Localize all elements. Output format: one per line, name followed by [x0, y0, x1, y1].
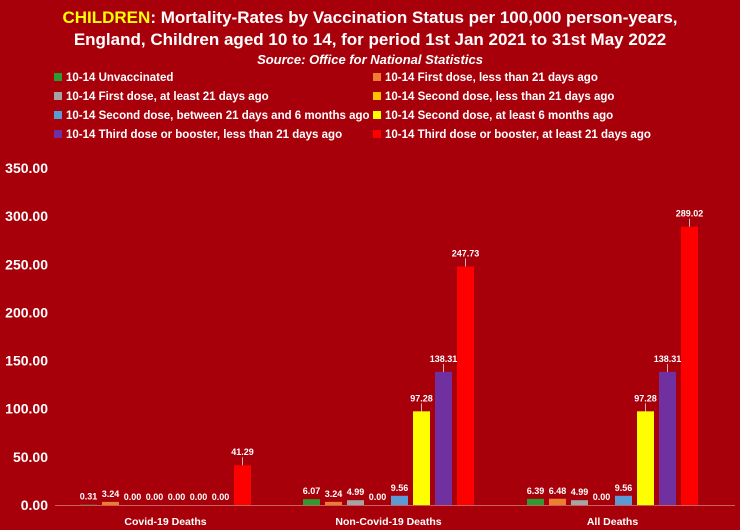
y-tick-label: 150.00 — [5, 353, 48, 369]
data-label: 247.73 — [452, 248, 480, 258]
chart-subtitle: Source: Office for National Statistics — [257, 52, 483, 67]
y-tick-label: 250.00 — [5, 256, 48, 272]
bar — [681, 226, 698, 505]
bar — [347, 500, 364, 505]
bar — [549, 498, 566, 505]
y-tick-label: 0.00 — [21, 497, 48, 513]
legend-item: 10-14 Unvaccinated — [54, 71, 173, 85]
chart-title-line-1: CHILDREN: Mortality-Rates by Vaccination… — [0, 8, 740, 28]
data-label: 6.39 — [527, 486, 545, 496]
bar — [527, 498, 544, 505]
legend-swatch — [373, 73, 381, 81]
data-label: 0.00 — [593, 492, 611, 502]
legend-item: 10-14 First dose, less than 21 days ago — [373, 71, 598, 85]
legend-swatch — [54, 130, 62, 138]
chart-title-line-2: England, Children aged 10 to 14, for per… — [73, 30, 667, 49]
data-label: 138.31 — [430, 354, 458, 364]
category-label: Non-Covid-19 Deaths — [335, 516, 441, 528]
data-label: 0.00 — [212, 492, 230, 502]
chart-title-highlight: CHILDREN — [62, 8, 151, 27]
y-tick-label: 300.00 — [5, 208, 48, 224]
y-tick-label: 100.00 — [5, 401, 48, 417]
legend-item: 10-14 Second dose, between 21 days and 6… — [54, 109, 370, 123]
data-label: 4.99 — [347, 487, 365, 497]
y-tick-label: 200.00 — [5, 304, 48, 320]
bar — [571, 500, 588, 505]
legend-item: 10-14 Third dose or booster, less than 2… — [54, 128, 342, 142]
data-label: 0.31 — [80, 492, 98, 502]
data-label: 6.48 — [549, 486, 567, 496]
legend-label: 10-14 Unvaccinated — [66, 72, 174, 84]
bar — [102, 501, 119, 505]
data-label: 6.07 — [303, 486, 321, 496]
data-label: 0.00 — [190, 492, 208, 502]
legend-swatch — [54, 92, 62, 100]
category-label: Covid-19 Deaths — [124, 516, 206, 528]
legend-item: 10-14 Third dose or booster, at least 21… — [373, 128, 651, 142]
data-label: 9.56 — [391, 483, 409, 493]
chart-legend: 10-14 Unvaccinated 10-14 First dose, less… — [0, 0, 740, 160]
legend-label: 10-14 First dose, at least 21 days ago — [66, 91, 269, 103]
data-label: 4.99 — [571, 487, 589, 497]
bar — [325, 501, 342, 505]
bar — [615, 495, 632, 505]
legend-label: 10-14 Second dose, less than 21 days ago — [385, 91, 615, 103]
bar — [303, 499, 320, 505]
data-label: 3.24 — [102, 489, 120, 499]
y-tick-label: 350.00 — [5, 160, 48, 176]
bar — [457, 266, 474, 505]
legend-swatch — [373, 92, 381, 100]
data-label: 0.00 — [146, 492, 164, 502]
legend-label: 10-14 Second dose, at least 6 months ago — [385, 110, 614, 122]
data-label: 3.24 — [325, 489, 343, 499]
bar — [637, 411, 654, 505]
bar — [659, 371, 676, 505]
bar — [413, 411, 430, 505]
legend-label: 10-14 Third dose or booster, at least 21… — [385, 129, 651, 141]
chart-title-rest: : Mortality-Rates by Vaccination Status … — [150, 8, 678, 27]
legend-swatch — [54, 111, 62, 119]
data-label: 138.31 — [654, 354, 682, 364]
legend-label: 10-14 Second dose, between 21 days and 6… — [66, 110, 370, 122]
data-label: 289.02 — [676, 209, 704, 219]
data-label: 0.00 — [369, 492, 387, 502]
legend-label: 10-14 Third dose or booster, less than 2… — [66, 129, 343, 141]
legend-swatch — [54, 73, 62, 81]
legend-item: 10-14 Second dose, at least 6 months ago — [373, 109, 613, 123]
legend-swatch — [373, 130, 381, 138]
bar — [234, 465, 251, 505]
data-label: 0.00 — [168, 492, 186, 502]
legend-swatch — [373, 111, 381, 119]
legend-label: 10-14 First dose, less than 21 days ago — [385, 72, 598, 84]
data-label: 41.29 — [231, 447, 254, 457]
data-label: 0.00 — [124, 492, 142, 502]
category-label: All Deaths — [587, 516, 639, 528]
data-label: 97.28 — [410, 393, 433, 403]
data-label: 9.56 — [615, 483, 633, 493]
legend-item: 10-14 Second dose, less than 21 days ago — [373, 90, 614, 104]
bar — [435, 371, 452, 505]
legend-item: 10-14 First dose, at least 21 days ago — [54, 90, 269, 104]
y-tick-label: 50.00 — [13, 449, 48, 465]
bar — [391, 495, 408, 505]
data-label: 97.28 — [634, 393, 657, 403]
